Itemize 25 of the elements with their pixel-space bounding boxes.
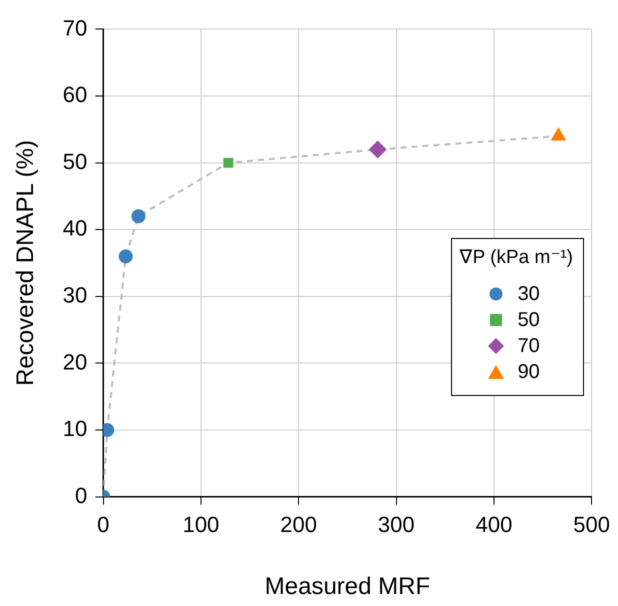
y-tick-label: 60 bbox=[62, 82, 88, 108]
y-tick-label: 0 bbox=[75, 482, 88, 508]
y-tick-label: 40 bbox=[62, 216, 88, 241]
point bbox=[223, 158, 234, 168]
x-axis-title: Measured MRF bbox=[264, 573, 430, 600]
x-tick-label: 400 bbox=[476, 512, 512, 538]
x-tick-label: 300 bbox=[378, 512, 415, 538]
point bbox=[131, 209, 146, 224]
legend-label: 90 bbox=[518, 360, 540, 384]
y-axis-title: Recovered DNAPL (%) bbox=[12, 140, 40, 386]
x-tick-label: 200 bbox=[280, 512, 317, 538]
legend-label: 50 bbox=[518, 308, 540, 332]
legend-label: 30 bbox=[518, 282, 540, 306]
y-tick-label: 50 bbox=[62, 148, 88, 174]
point bbox=[368, 140, 387, 158]
legend-title: ∇P (kPa m⁻¹) bbox=[460, 246, 573, 269]
point bbox=[118, 249, 133, 264]
y-tick-label: 70 bbox=[62, 15, 88, 40]
x-tick-label: 500 bbox=[573, 512, 610, 538]
legend-label: 70 bbox=[518, 334, 540, 358]
x-tick-label: 100 bbox=[182, 512, 220, 538]
y-tick-label: 30 bbox=[62, 282, 88, 308]
x-tick-label: 0 bbox=[97, 512, 110, 538]
y-tick-label: 20 bbox=[62, 349, 88, 374]
y-tick-label: 10 bbox=[62, 416, 88, 442]
